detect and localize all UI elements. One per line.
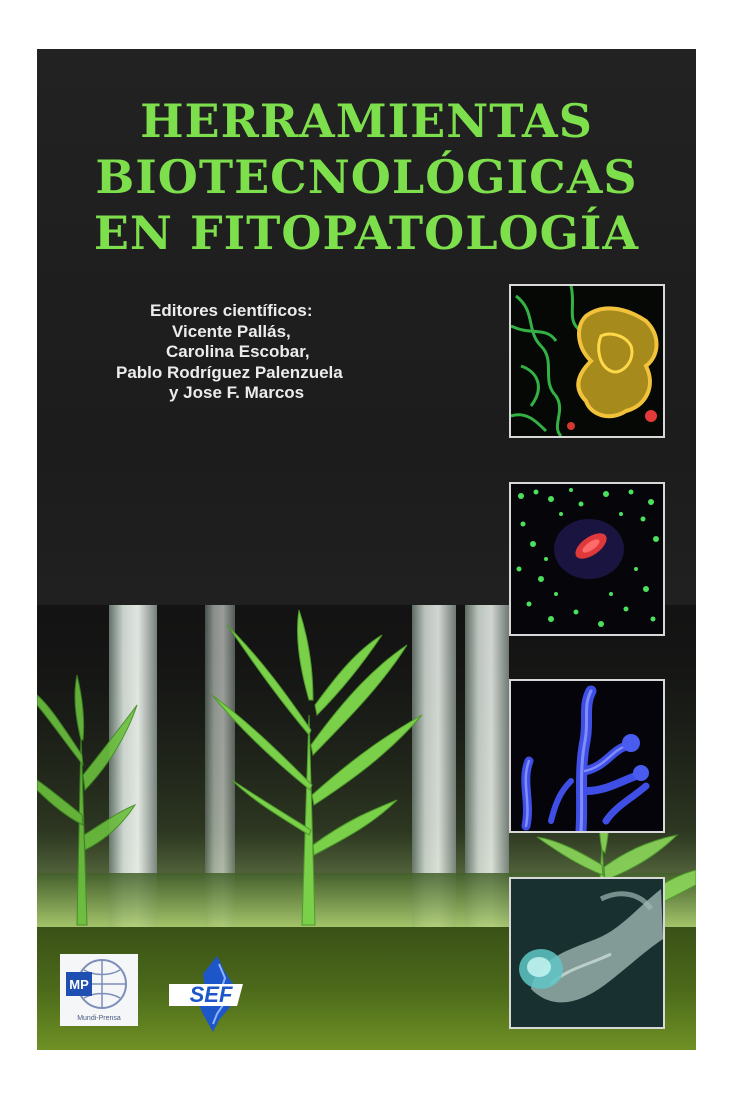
- editors-heading: Editores científicos:: [150, 301, 313, 320]
- micrograph-2: [509, 482, 665, 636]
- book-cover: HERRAMIENTAS BIOTECNOLÓGICAS EN FITOPATO…: [37, 49, 696, 1050]
- editor-name: Pablo Rodríguez Palenzuela: [116, 362, 343, 382]
- sef-logo-text: SEF: [190, 982, 233, 1007]
- editor-name: Carolina Escobar,: [166, 342, 310, 361]
- editor-name: Vicente Pallás,: [172, 321, 291, 341]
- book-title: HERRAMIENTAS BIOTECNOLÓGICAS EN FITOPATO…: [37, 93, 696, 261]
- editor-name: y Jose F. Marcos: [169, 383, 305, 402]
- micrograph-3: [509, 679, 665, 833]
- sef-logo: SEF: [157, 954, 259, 1034]
- title-line-3: EN FITOPATOLOGÍA: [93, 206, 640, 260]
- micrograph-1: [509, 284, 665, 438]
- title-line-1: HERRAMIENTAS: [140, 94, 593, 148]
- micrograph-4: [509, 877, 665, 1029]
- mp-logo-text: MP: [69, 977, 89, 992]
- mundi-prensa-logo: MP Mundi-Prensa: [60, 954, 138, 1026]
- title-line-2: BIOTECNOLÓGICAS: [95, 150, 638, 204]
- editors-block: Editores científicos: Vicente Pallás, Ca…: [116, 301, 343, 404]
- mp-logo-caption: Mundi-Prensa: [77, 1015, 121, 1022]
